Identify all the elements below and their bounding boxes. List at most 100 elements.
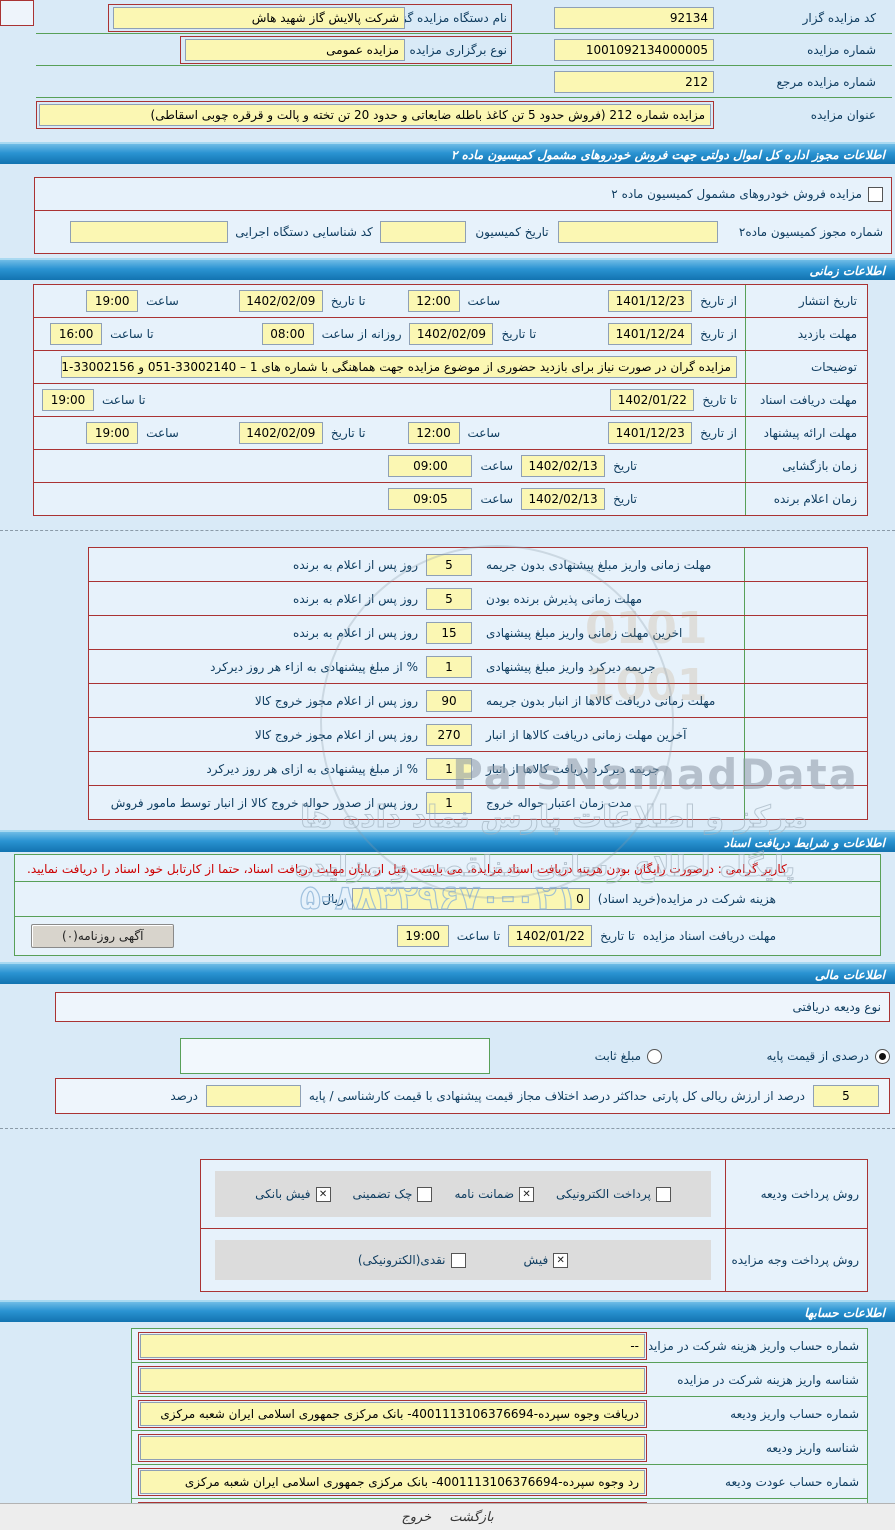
auction-number-label: شماره مزایده	[807, 42, 876, 57]
reference-number-input[interactable]: 212	[554, 70, 714, 93]
to-date-input[interactable]: 1402/02/09	[238, 290, 323, 312]
table-row: روش پرداخت ودیعه پرداخت الکترونیکی ضمانت…	[201, 1160, 867, 1228]
cash-electronic-label: نقدی(الکترونیکی)	[357, 1253, 446, 1267]
from-date-input[interactable]: 1401/12/23	[608, 290, 693, 312]
days-input[interactable]: 5	[426, 553, 472, 576]
hour-input[interactable]: 12:00	[407, 290, 460, 312]
clipped-table-corner	[0, 0, 34, 26]
agency-name-input[interactable]: شرکت پالایش گاز شهید هاش	[113, 6, 405, 29]
fee-unit-label: ریال	[322, 892, 344, 906]
section-bar-accounts: اطلاعات حسابها	[0, 1300, 895, 1322]
auction-number-input[interactable]: 1001092134000005	[554, 38, 714, 61]
table-row: مهلت دریافت اسناد تا تاریخ 1402/01/22 تا …	[34, 383, 867, 416]
certified-check-label: چک تضمینی	[352, 1187, 413, 1201]
table-row: مهلت بازدید از تاریخ 1401/12/24 تا تاریخ 1…	[34, 317, 867, 350]
max-diff-input[interactable]	[206, 1085, 301, 1107]
to-hour-label: تا ساعت	[102, 393, 146, 407]
auction-code-input[interactable]: 92134	[554, 6, 714, 29]
row-label: جریمه دیرکرد واریز مبلغ پیشنهادی	[486, 659, 656, 674]
bank-slip-checkbox[interactable]	[315, 1186, 331, 1202]
deposit-account-input[interactable]: دریافت وجوه سپرده-4001113106376694- بانک…	[140, 1401, 645, 1426]
days-input[interactable]: 1	[426, 791, 472, 814]
timing-table: تاریخ انتشار از تاریخ 1401/12/23 ساعت 12:0…	[33, 284, 868, 516]
daily-from-hour-input[interactable]: 08:00	[261, 323, 314, 345]
table-row: شناسه واریز ودیعه	[132, 1430, 867, 1464]
table-row: روش پرداخت وجه مزایده فیش نقدی(الکترونیک…	[201, 1228, 867, 1291]
slip-checkbox[interactable]	[553, 1252, 569, 1268]
date-input[interactable]: 1402/02/13	[521, 455, 606, 477]
hour-label: ساعت	[146, 426, 179, 440]
from-date-input[interactable]: 1401/12/24	[608, 323, 693, 345]
commission-date-input[interactable]	[380, 221, 466, 243]
description-label: توضیحات	[745, 351, 867, 383]
deposit-type-label: نوع ودیعه دریافتی	[792, 1000, 881, 1014]
vehicle-commission-checkbox[interactable]	[868, 186, 883, 202]
percent-of-base-radio[interactable]	[875, 1048, 890, 1064]
table-row: توضیحات مزایده گران در صورت نیاز برای با…	[34, 350, 867, 383]
days-input[interactable]: 270	[426, 723, 472, 746]
days-input[interactable]: 90	[426, 689, 472, 712]
table-row: زمان اعلام برنده تاریخ 1402/02/13 ساعت 09:…	[34, 482, 867, 515]
visit-deadline-label: مهلت بازدید	[745, 318, 867, 350]
row-label: مهلت زمانی پذیرش برنده بودن	[486, 591, 643, 606]
to-hour-input[interactable]: 16:00	[50, 323, 103, 345]
days-input[interactable]: 15	[426, 621, 472, 644]
hour-input[interactable]: 19:00	[86, 290, 139, 312]
description-input[interactable]: مزایده گران در صورت نیاز برای بازدید حضو…	[61, 356, 737, 378]
exit-link[interactable]: خروج	[401, 1509, 432, 1525]
certified-check-checkbox[interactable]	[417, 1186, 433, 1202]
to-hour-input[interactable]: 19:00	[396, 925, 449, 947]
auction-type-input[interactable]: مزایده عمومی	[185, 38, 405, 61]
auction-code-label: کد مزایده گزار	[802, 10, 876, 25]
section-bar-financial: اطلاعات مالی	[0, 962, 895, 984]
back-link[interactable]: بازگشت	[449, 1509, 494, 1525]
date-input[interactable]: 1402/02/13	[521, 488, 606, 510]
cash-electronic-checkbox[interactable]	[450, 1252, 466, 1268]
fixed-amount-radio[interactable]	[647, 1048, 662, 1064]
deadlines-table: مهلت زمانی واریز مبلغ پیشنهادی بدون جریم…	[88, 547, 868, 820]
to-date-input[interactable]: 1402/01/22	[508, 925, 593, 947]
to-hour-input[interactable]: 19:00	[42, 389, 94, 411]
deposit-type-row: نوع ودیعه دریافتی	[55, 992, 890, 1022]
opening-time-label: زمان بازگشایی	[745, 450, 867, 482]
agency-id-input[interactable]	[70, 221, 228, 243]
deposit-return-account-input[interactable]: رد وجوه سپرده-4001113106376694- بانک مرک…	[140, 1469, 645, 1494]
hour-input[interactable]: 09:05	[388, 488, 473, 510]
date-label: تاریخ	[613, 492, 637, 506]
auction-summary-table: کد مزایده گزار 92134 نام دستگاه مزایده گ…	[36, 2, 892, 130]
docs-box: کاربر گرامی : درصورت رایگان بودن هزینه د…	[14, 854, 881, 956]
electronic-payment-checkbox[interactable]	[655, 1186, 671, 1202]
auction-title-label: عنوان مزایده	[810, 107, 876, 122]
guarantee-letter-label: ضمانت نامه	[454, 1187, 515, 1201]
days-input[interactable]: 5	[426, 587, 472, 610]
row-suffix: % از مبلغ پیشنهادی به ازای هر روز دیرکرد	[206, 761, 418, 776]
deposit-id-input[interactable]	[140, 1435, 645, 1460]
table-row: زمان بازگشایی تاریخ 1402/02/13 ساعت 09:00	[34, 449, 867, 482]
from-date-input[interactable]: 1401/12/23	[608, 422, 693, 444]
to-date-label: تا تاریخ	[330, 426, 366, 440]
fee-deposit-id-input[interactable]	[140, 1367, 645, 1392]
hour-input[interactable]: 09:00	[388, 455, 473, 477]
table-row: شناسه واریز هزینه شرکت در مزایده	[132, 1362, 867, 1396]
table-row: شماره مزایده مرجع 212	[36, 66, 892, 98]
percent-input[interactable]: 1	[426, 757, 472, 780]
publish-date-label: تاریخ انتشار	[745, 285, 867, 317]
deposit-percent-input[interactable]: 5	[813, 1085, 879, 1107]
to-date-input[interactable]: 1402/02/09	[409, 323, 494, 345]
table-row: جریمه دیرکرد واریز مبلغ پیشنهادی 1 % از مب…	[89, 649, 867, 683]
commission-permit-number-input[interactable]	[558, 221, 718, 243]
fee-input[interactable]: 0	[351, 888, 590, 910]
guarantee-letter-checkbox[interactable]	[519, 1186, 535, 1202]
auction-payment-method-label: روش پرداخت وجه مزایده	[725, 1229, 867, 1291]
to-date-input[interactable]: 1402/02/09	[238, 422, 323, 444]
auction-title-input[interactable]: مزایده شماره 212 (فروش حدود 5 تن کاغذ با…	[39, 103, 711, 126]
to-date-label: تا تاریخ	[501, 327, 537, 341]
hour-label: ساعت	[146, 294, 179, 308]
to-date-input[interactable]: 1402/01/22	[610, 389, 695, 411]
percent-input[interactable]: 1	[426, 655, 472, 678]
fee-deposit-account-input[interactable]: --	[140, 1333, 645, 1358]
hour-input[interactable]: 19:00	[86, 422, 139, 444]
hour-input[interactable]: 12:00	[407, 422, 460, 444]
newspaper-ad-button[interactable]: آگهی روزنامه(۰)	[31, 924, 175, 948]
